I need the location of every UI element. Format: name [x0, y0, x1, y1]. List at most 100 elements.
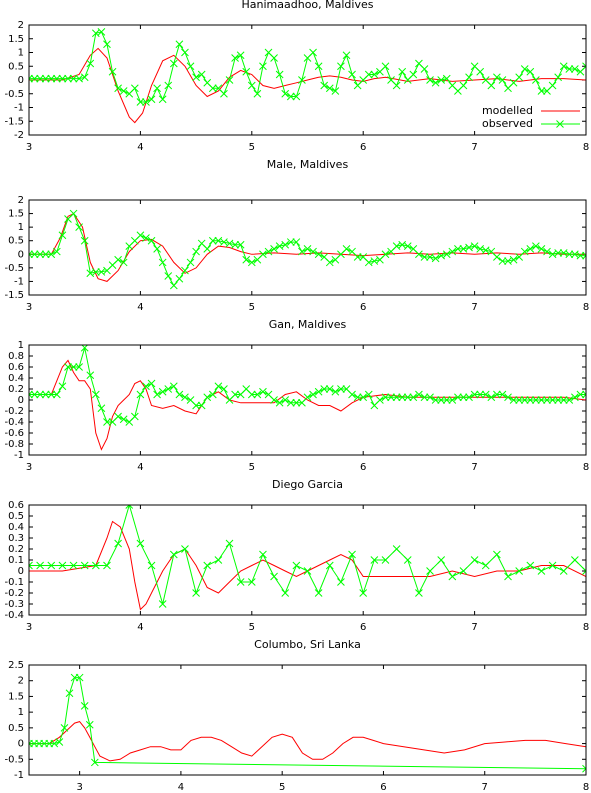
- data-point-observed: [242, 255, 251, 264]
- data-point-observed: [80, 561, 89, 570]
- data-point-observed: [41, 250, 50, 259]
- data-point-observed: [275, 398, 284, 407]
- data-point-observed: [91, 390, 100, 399]
- data-point-observed: [309, 247, 317, 256]
- y-tick-label: 0: [18, 249, 24, 260]
- data-point-observed: [91, 561, 100, 570]
- data-point-observed: [47, 250, 56, 259]
- y-tick-label: -2: [14, 130, 24, 141]
- data-point-observed: [398, 393, 407, 402]
- data-point-observed: [153, 390, 161, 399]
- data-point-observed: [119, 258, 128, 267]
- y-tick-label: -0.5: [4, 263, 24, 274]
- data-point-observed: [85, 720, 94, 729]
- chart-title: Hanimaadhoo, Maldives: [242, 0, 374, 11]
- data-point-observed: [381, 250, 390, 259]
- x-tick-label: 7: [471, 142, 477, 153]
- y-tick-label: -0.8: [4, 439, 24, 450]
- x-tick-label: 3: [26, 302, 32, 313]
- data-point-observed: [470, 390, 479, 399]
- series-group: [29, 28, 586, 124]
- data-point-observed: [571, 65, 579, 73]
- data-point-observed: [571, 556, 579, 564]
- data-point-observed: [403, 242, 412, 250]
- data-point-observed: [364, 70, 373, 79]
- data-point-observed: [526, 67, 535, 76]
- data-point-observed: [175, 40, 184, 49]
- x-tick-label: 6: [360, 622, 366, 633]
- y-tick-label: -0.5: [4, 754, 24, 765]
- x-tick-label: 4: [137, 142, 143, 153]
- data-point-observed: [320, 81, 329, 90]
- y-tick-label: -0.1: [4, 577, 24, 588]
- data-point-observed: [426, 76, 434, 84]
- data-point-observed: [559, 396, 568, 404]
- data-point-observed: [69, 74, 78, 83]
- x-tick-label: 6: [380, 782, 386, 793]
- y-tick-label: 0.2: [8, 384, 24, 395]
- series-line-modelled: [29, 359, 586, 451]
- data-point-observed: [75, 223, 83, 231]
- data-point-observed: [543, 247, 551, 256]
- y-tick-label: 0: [18, 566, 24, 577]
- y-tick-label: 0.1: [8, 555, 24, 566]
- data-point-observed: [359, 589, 368, 597]
- data-point-observed: [415, 390, 423, 399]
- x-tick-label: 8: [583, 142, 589, 153]
- series-line-modelled: [29, 212, 586, 282]
- x-tick-label: 7: [471, 302, 477, 313]
- data-point-observed: [114, 539, 122, 548]
- y-tick-label: -0.3: [4, 599, 24, 610]
- data-point-observed: [303, 393, 312, 402]
- data-point-observed: [181, 48, 189, 57]
- data-point-observed: [158, 258, 167, 267]
- data-point-observed: [442, 250, 451, 259]
- series-group: [29, 505, 586, 611]
- data-point-observed: [169, 281, 178, 290]
- series-line-observed: [29, 31, 586, 103]
- data-point-observed: [431, 254, 440, 263]
- data-point-observed: [515, 396, 524, 404]
- data-point-observed: [554, 396, 563, 404]
- y-tick-label: 0: [18, 395, 24, 406]
- data-point-observed: [437, 556, 446, 564]
- data-point-observed: [532, 242, 540, 250]
- series-line-observed: [29, 505, 586, 605]
- data-point-observed: [448, 396, 457, 404]
- data-point-observed: [275, 70, 284, 79]
- data-point-observed: [270, 245, 278, 253]
- data-point-observed: [97, 28, 106, 36]
- data-point-observed: [426, 393, 434, 402]
- data-point-observed: [47, 390, 56, 399]
- data-point-observed: [214, 556, 223, 564]
- data-point-observed: [69, 209, 78, 218]
- data-point-observed: [80, 702, 89, 710]
- data-point-observed: [158, 387, 167, 396]
- data-point-observed: [481, 390, 490, 399]
- data-point-observed: [114, 84, 122, 93]
- data-point-observed: [29, 390, 33, 399]
- data-point-observed: [208, 84, 217, 93]
- chart-title: Male, Maldives: [267, 158, 349, 171]
- data-point-observed: [487, 81, 496, 90]
- data-point-observed: [86, 371, 95, 380]
- data-point-observed: [169, 382, 178, 391]
- data-point-observed: [526, 396, 535, 404]
- data-point-observed: [130, 412, 139, 421]
- x-tick-label: 3: [26, 142, 32, 153]
- data-point-observed: [231, 390, 239, 399]
- series-line-observed: [29, 677, 586, 770]
- y-tick-label: 1: [18, 340, 24, 351]
- data-point-observed: [509, 396, 518, 404]
- data-point-observed: [247, 578, 256, 586]
- data-point-observed: [225, 539, 234, 548]
- plot-frame: [28, 504, 587, 616]
- data-point-observed: [192, 73, 200, 82]
- chart-panel: Diego Garcia-0.4-0.3-0.2-0.100.10.20.30.…: [4, 478, 589, 633]
- data-point-observed: [164, 81, 173, 90]
- data-point-observed: [303, 567, 312, 575]
- y-tick-label: 0.5: [8, 723, 24, 734]
- data-point-observed: [487, 393, 496, 402]
- y-tick-label: -1: [14, 770, 24, 781]
- data-point-observed: [381, 62, 390, 71]
